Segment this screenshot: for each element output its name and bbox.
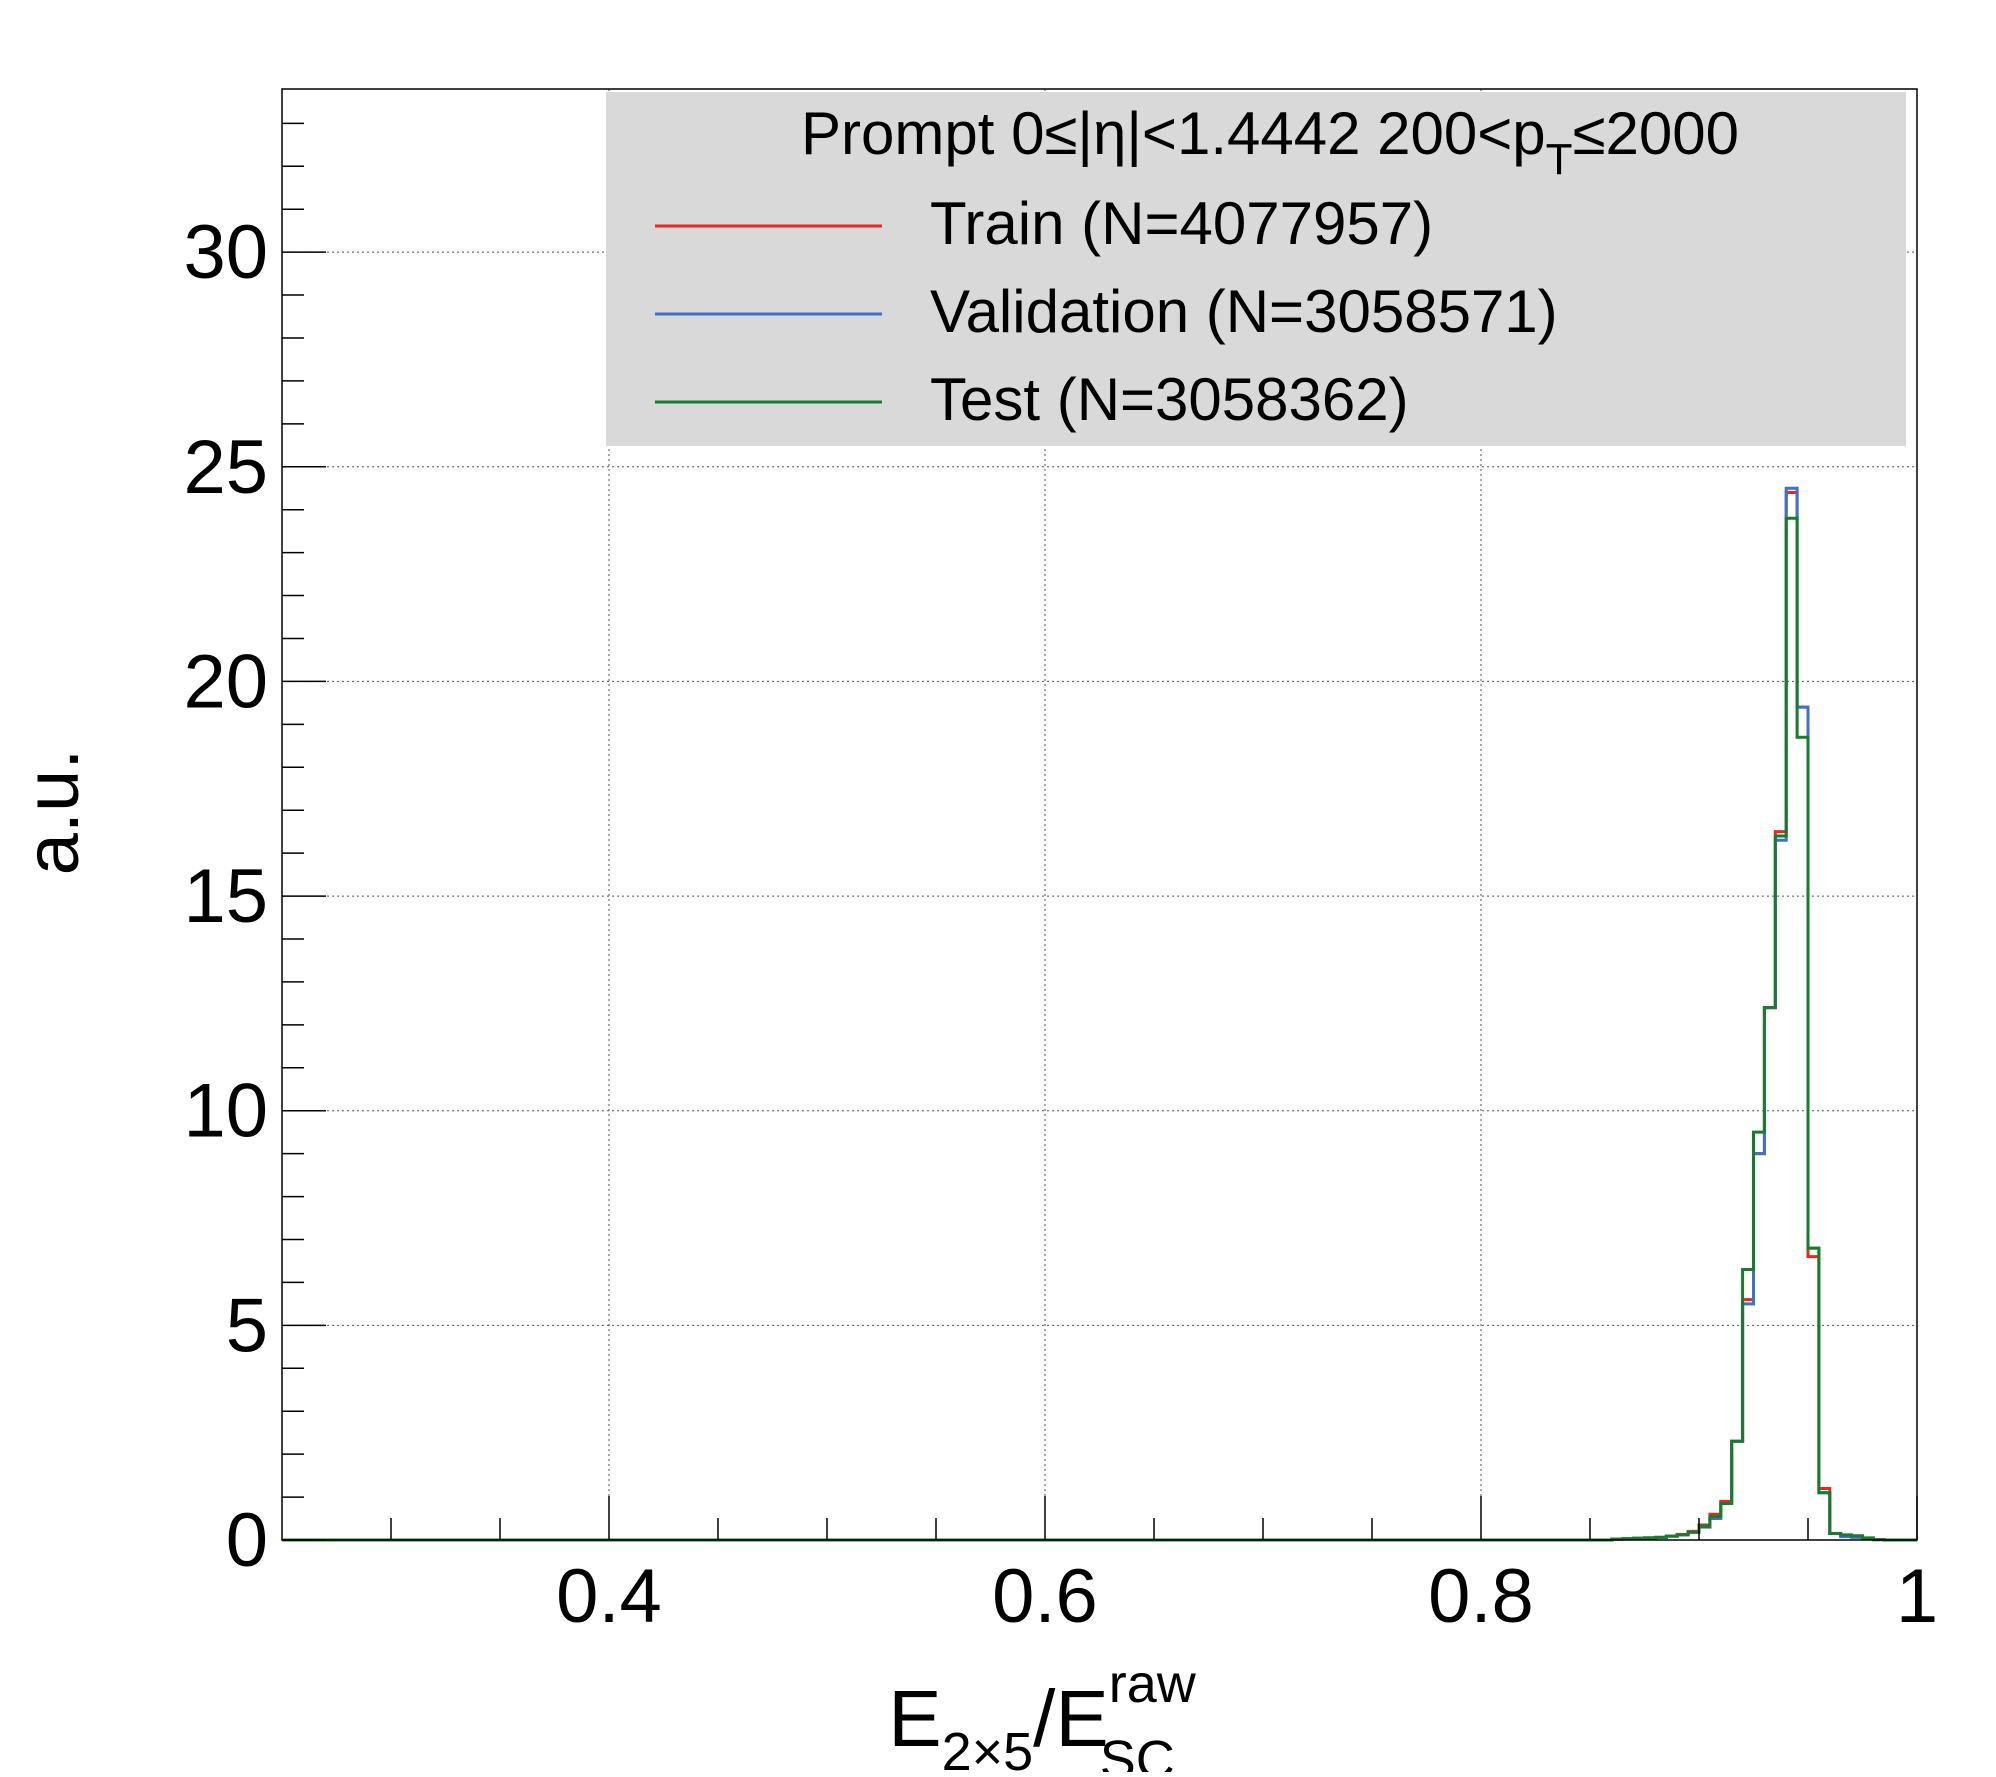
series-layer xyxy=(282,486,1917,1542)
legend-label-test: Test (N=3058362) xyxy=(930,366,1409,433)
y-tick-label: 5 xyxy=(226,1283,268,1368)
x-tick-label: 0.4 xyxy=(556,1554,662,1639)
axes: 0 5 10 15 20 25 30 0.4 0.6 0.8 1 xyxy=(183,122,1938,1639)
legend-box xyxy=(606,92,1906,446)
legend-header: Prompt 0≤|η|<1.4442 200<pT≤2000 xyxy=(801,100,1739,184)
legend-label-train: Train (N=4077957) xyxy=(930,190,1433,257)
y-tick-label: 25 xyxy=(183,425,268,510)
y-tick-label: 15 xyxy=(183,854,268,939)
x-tick-label: 1 xyxy=(1896,1554,1938,1639)
x-axis-label-sub1: 2×5 xyxy=(942,1722,1034,1772)
legend: Prompt 0≤|η|<1.4442 200<pT≤2000 Train (N… xyxy=(606,92,1906,446)
y-axis-label: a.u. xyxy=(10,749,95,876)
x-axis-label-sub2: SC xyxy=(1100,1730,1175,1772)
x-axis-label-slash: /E xyxy=(1033,1674,1109,1763)
y-tick-label: 20 xyxy=(183,639,268,724)
histogram-series-3 xyxy=(282,516,1917,1542)
y-tick-label: 30 xyxy=(183,210,268,295)
legend-header-tail: ≤2000 xyxy=(1573,100,1739,167)
x-tick-label: 0.8 xyxy=(1428,1554,1534,1639)
plot-frame xyxy=(281,88,1918,1541)
x-axis-label-main: E xyxy=(888,1674,941,1763)
y-tick-label: 10 xyxy=(183,1069,268,1154)
x-axis-label-sup: raw xyxy=(1109,1654,1197,1714)
legend-header-text: Prompt 0≤|η|<1.4442 200<p xyxy=(801,100,1546,167)
x-tick-label: 0.6 xyxy=(992,1554,1098,1639)
legend-header-subscript: T xyxy=(1546,135,1573,184)
y-tick-label: 0 xyxy=(226,1498,268,1583)
x-axis-label: E2×5/Eraw SC xyxy=(888,1654,1197,1772)
legend-label-validation: Validation (N=3058571) xyxy=(930,278,1558,345)
